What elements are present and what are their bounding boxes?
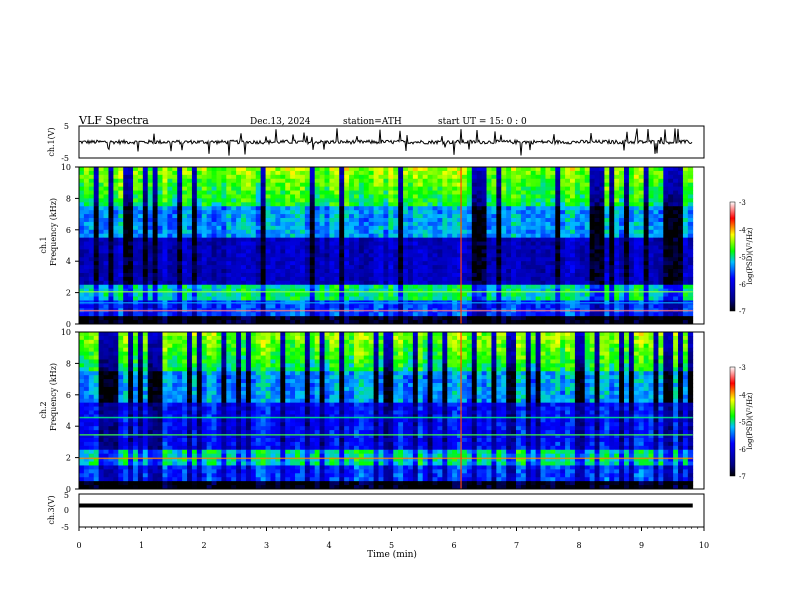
ch2-spectrogram-frame xyxy=(78,331,705,490)
x-tick-label: 4 xyxy=(326,541,331,550)
ch1-colorbar xyxy=(729,201,736,312)
ch3-ytick-top: 5 xyxy=(64,491,69,500)
ch3-ytick-mid: 0 xyxy=(64,506,69,515)
ch2-spectrogram-ytick-label: 2 xyxy=(66,454,71,463)
ch2-colorbar-tick: -5 xyxy=(739,419,746,427)
ch2-colorbar-tick: -7 xyxy=(739,473,746,481)
ch2-colorbar-tick: -3 xyxy=(739,364,746,372)
ch1-spectrogram-frame xyxy=(78,166,705,325)
x-tick-label: 5 xyxy=(389,541,394,550)
ch1-spectrogram-ytick-label: 2 xyxy=(66,289,71,298)
ch2-spectrogram-ytick-label: 6 xyxy=(66,391,71,400)
ch1-waveform-line xyxy=(78,128,693,156)
ch2-spectrogram-ylabel-2: Frequency (kHz) xyxy=(49,363,58,431)
x-tick-label: 10 xyxy=(699,541,709,550)
ch2-spectrogram-ylabel-1: ch.2 xyxy=(39,401,48,418)
ch1-spectrogram-ytick-label: 0 xyxy=(66,320,71,329)
x-tick-label: 8 xyxy=(576,541,581,550)
ch2-spectrogram-ytick-label: 10 xyxy=(61,328,71,337)
ch1-ytick-bottom: -5 xyxy=(61,154,69,163)
ch2-spectrogram-ytick-label: 0 xyxy=(66,485,71,494)
ch1-spectrogram-ytick-label: 4 xyxy=(66,257,71,266)
ch1-colorbar-tick: -3 xyxy=(739,199,746,207)
ch2-colorbar-tick: -4 xyxy=(739,391,746,399)
ch1-ylabel: ch.1(V) xyxy=(47,127,56,156)
station-label: station=ATH xyxy=(343,117,402,127)
ch3-ylabel: ch.3(V) xyxy=(47,495,56,524)
x-tick-label: 0 xyxy=(76,541,81,550)
ch2-colorbar xyxy=(729,366,736,477)
figure-title: VLF Spectra xyxy=(78,114,149,127)
ch1-waveform-panel: 5 -5 ch.1(V) xyxy=(47,122,705,163)
ch2-spectrogram-ytick-label: 8 xyxy=(66,359,71,368)
ch1-spectrogram-ytick-label: 8 xyxy=(66,194,71,203)
ch1-spectrogram-image xyxy=(79,167,694,325)
x-axis: 0 1 2 3 4 5 6 7 8 9 10 xyxy=(76,527,709,550)
ch2-spectrogram-image xyxy=(79,332,694,490)
ch1-waveform-frame xyxy=(78,125,705,159)
x-tick-label: 9 xyxy=(639,541,644,550)
x-tick-label: 7 xyxy=(514,541,519,550)
ch1-spectrogram-ylabel-1: ch.1 xyxy=(39,236,48,253)
ch1-spectrogram-ytick-label: 6 xyxy=(66,226,71,235)
x-tick-label: 3 xyxy=(264,541,269,550)
ch1-colorbar-label: log(PSD)(V²/Hz) xyxy=(746,227,754,284)
ch3-waveform-frame xyxy=(78,493,705,528)
x-tick-label: 1 xyxy=(139,541,144,550)
ch2-colorbar-tick: -6 xyxy=(739,446,746,454)
date-label: Dec.13, 2024 xyxy=(250,117,311,127)
ch1-spectrogram-ylabel-2: Frequency (kHz) xyxy=(49,198,58,266)
ch1-colorbar-tick: -7 xyxy=(739,308,746,316)
ch2-spectrogram-ytick-label: 4 xyxy=(66,422,71,431)
ch1-ytick-top: 5 xyxy=(64,122,69,131)
ch1-colorbar-tick: -5 xyxy=(739,254,746,262)
ch1-colorbar-tick: -6 xyxy=(739,281,746,289)
x-tick-label: 6 xyxy=(451,541,456,550)
x-axis-label: Time (min) xyxy=(367,549,417,560)
start-time-label: start UT = 15: 0 : 0 xyxy=(438,117,527,127)
ch1-spectrogram-ytick-label: 10 xyxy=(61,163,71,172)
ch3-waveform-panel: 5 0 -5 ch.3(V) xyxy=(47,491,705,532)
ch2-colorbar-label: log(PSD)(V²/Hz) xyxy=(746,392,754,449)
x-tick-label: 2 xyxy=(201,541,206,550)
ch1-colorbar-tick: -4 xyxy=(739,226,746,234)
ch3-ytick-bottom: -5 xyxy=(61,523,69,532)
